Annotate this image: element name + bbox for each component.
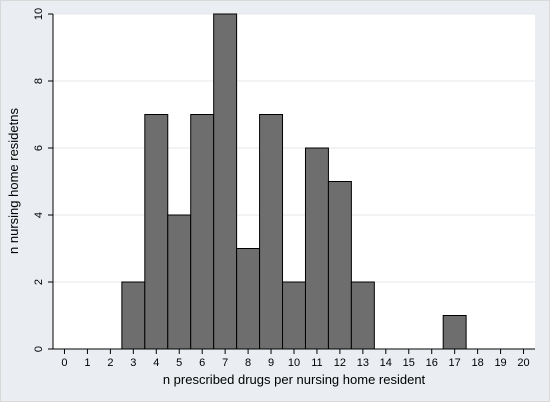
bar	[121, 281, 146, 350]
x-tick-label: 20	[517, 357, 529, 369]
x-tick-label: 9	[268, 357, 274, 369]
bar	[282, 281, 306, 350]
y-tick-label: 6	[33, 145, 45, 151]
gridlines	[53, 13, 535, 283]
x-tick-label: 6	[199, 357, 205, 369]
x-tick-label: 1	[84, 357, 90, 369]
x-tick-label: 0	[61, 357, 67, 369]
bar	[327, 181, 352, 350]
bar	[236, 248, 261, 350]
bar	[442, 315, 467, 350]
y-axis-title: n nursing home residetns	[6, 108, 21, 254]
x-tick-label: 3	[130, 357, 136, 369]
x-tick-label: 17	[449, 357, 461, 369]
x-tick-label: 15	[403, 357, 415, 369]
bar	[259, 114, 284, 350]
x-tick-label: 18	[471, 357, 483, 369]
x-tick-label: 11	[311, 357, 322, 369]
x-tick-label: 7	[222, 357, 228, 369]
x-tick-label: 16	[426, 357, 438, 369]
x-axis-title: n prescribed drugs per nursing home resi…	[163, 372, 426, 387]
x-tick-label: 14	[380, 357, 392, 369]
x-tick-label: 4	[153, 357, 159, 369]
bar	[304, 147, 329, 350]
x-tick-label: 2	[107, 357, 113, 369]
y-tick-label: 10	[33, 8, 45, 20]
x-ticks: 0 1 2 3 4 5 6 7 8 9 10 11 12 13 14 15 16 17 18 19 20	[61, 349, 530, 369]
x-tick-label: 10	[288, 357, 300, 369]
x-tick-label: 12	[334, 357, 346, 369]
y-tick-label: 8	[33, 78, 45, 84]
bar	[167, 214, 192, 350]
x-tick-label: 19	[494, 357, 506, 369]
bar	[144, 114, 169, 350]
y-tick-label: 0	[33, 346, 45, 352]
y-tick-label: 2	[33, 279, 45, 285]
x-tick-label: 8	[245, 357, 251, 369]
y-tick-label: 4	[33, 212, 45, 218]
x-tick-label: 5	[176, 357, 182, 369]
bar	[350, 281, 375, 350]
x-tick-label: 13	[357, 357, 369, 369]
bar	[213, 13, 238, 350]
bar	[190, 114, 215, 350]
y-ticks: 0 2 4 6 8 10	[33, 8, 53, 352]
bars	[121, 13, 467, 350]
